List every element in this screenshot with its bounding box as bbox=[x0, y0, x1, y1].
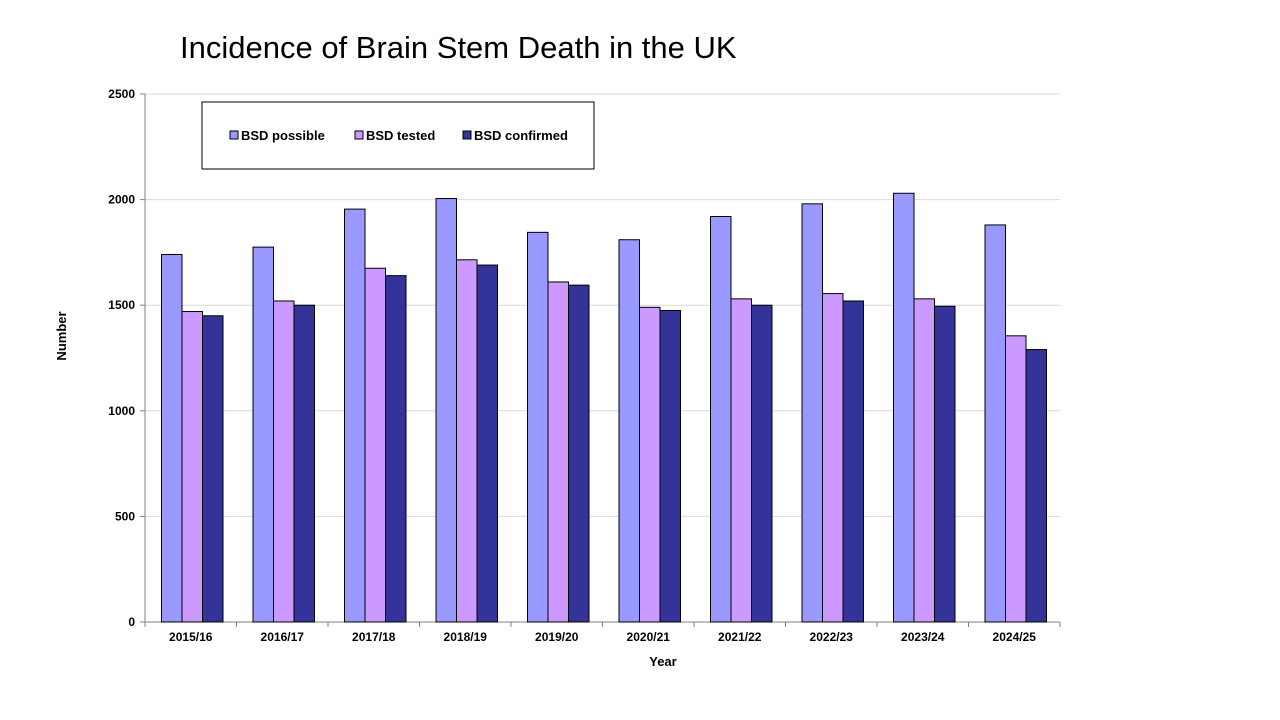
x-tick-label: 2020/21 bbox=[627, 630, 671, 644]
bar-bsd-tested bbox=[1005, 335, 1027, 623]
x-tick-label: 2023/24 bbox=[901, 630, 945, 644]
bar-bsd-tested bbox=[364, 267, 386, 623]
bar-bsd-possible bbox=[527, 231, 549, 623]
tick-labels: 0 500 1000 1500 2000 2500 2015/16 2016/17 2017/1… bbox=[108, 87, 1036, 644]
y-tick-label: 1500 bbox=[108, 298, 135, 312]
chart-title: Incidence of Brain Stem Death in the UK bbox=[180, 30, 737, 65]
bar-bsd-possible bbox=[984, 224, 1006, 623]
bar-bsd-confirmed bbox=[659, 309, 681, 623]
x-tick-label: 2021/22 bbox=[718, 630, 762, 644]
bar-bsd-tested bbox=[456, 259, 478, 623]
bar-bsd-possible bbox=[435, 198, 457, 623]
bar-bsd-confirmed bbox=[202, 315, 224, 623]
bar-bsd-confirmed bbox=[476, 264, 498, 623]
bar-bsd-possible bbox=[344, 208, 366, 623]
legend-label: BSD tested bbox=[366, 128, 435, 143]
legend-swatch bbox=[462, 130, 472, 140]
bar-bsd-tested bbox=[273, 300, 295, 623]
y-tick-label: 2500 bbox=[108, 87, 135, 101]
bar-bsd-possible bbox=[161, 254, 183, 623]
bar-bsd-confirmed bbox=[842, 300, 864, 623]
y-tick-label: 1000 bbox=[108, 404, 135, 418]
bar-bsd-confirmed bbox=[385, 275, 407, 623]
x-tick-label: 2019/20 bbox=[535, 630, 579, 644]
x-tick-label: 2017/18 bbox=[352, 630, 396, 644]
bar-bsd-confirmed bbox=[568, 284, 590, 623]
x-tick-label: 2015/16 bbox=[169, 630, 213, 644]
x-axis-title: Year bbox=[649, 654, 676, 669]
bar-bsd-tested bbox=[181, 311, 203, 623]
legend-label: BSD possible bbox=[241, 128, 325, 143]
bar-bsd-possible bbox=[893, 192, 915, 623]
y-tick-label: 500 bbox=[115, 509, 135, 523]
y-tick-label: 0 bbox=[128, 615, 135, 629]
x-tick-label: 2016/17 bbox=[261, 630, 305, 644]
bars bbox=[161, 192, 1047, 623]
legend-box bbox=[201, 101, 595, 170]
bar-bsd-confirmed bbox=[934, 305, 956, 623]
bar-bsd-possible bbox=[710, 215, 732, 623]
x-tick-label: 2018/19 bbox=[444, 630, 488, 644]
bar-bsd-confirmed bbox=[293, 304, 315, 623]
x-tick-label: 2022/23 bbox=[810, 630, 854, 644]
legend-label: BSD confirmed bbox=[474, 128, 568, 143]
bar-bsd-tested bbox=[730, 298, 752, 623]
bar-bsd-tested bbox=[639, 306, 661, 623]
y-axis-title: Number bbox=[54, 311, 69, 360]
bar-bsd-tested bbox=[547, 281, 569, 623]
bar-bsd-confirmed bbox=[751, 304, 773, 623]
y-tick-label: 2000 bbox=[108, 193, 135, 207]
x-tick-label: 2024/25 bbox=[993, 630, 1037, 644]
bar-bsd-possible bbox=[618, 239, 640, 623]
bar-bsd-confirmed bbox=[1025, 349, 1047, 623]
bar-bsd-possible bbox=[801, 203, 823, 623]
legend: BSD possible BSD tested BSD confirmed bbox=[201, 101, 595, 170]
legend-swatch bbox=[229, 130, 239, 140]
bar-bsd-tested bbox=[913, 298, 935, 623]
bar-bsd-tested bbox=[822, 293, 844, 623]
legend-swatch bbox=[354, 130, 364, 140]
bar-bsd-possible bbox=[252, 246, 274, 623]
